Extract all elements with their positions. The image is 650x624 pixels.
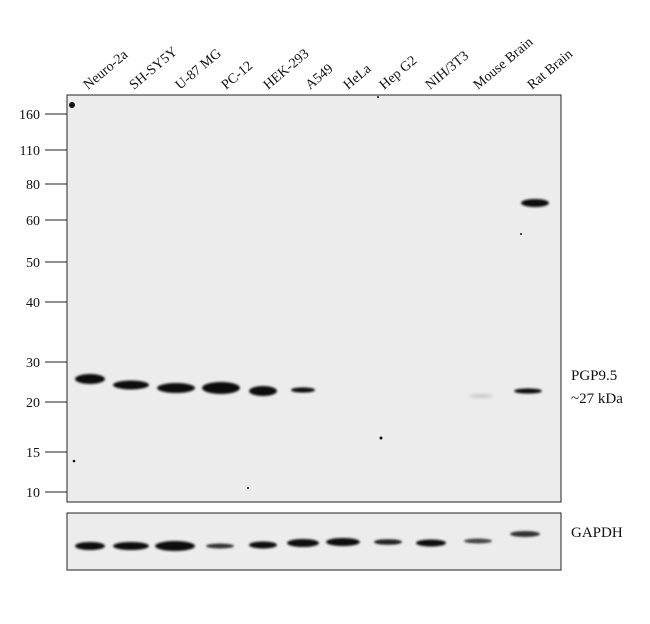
membrane-specks [69,96,522,489]
gapdh-band-mouse-brain [464,538,492,544]
gapdh-band-hela [326,538,360,546]
gapdh-band-hep-g2 [374,539,402,545]
lane-label-hep-g2: Hep G2 [377,53,420,93]
lane-labels: Neuro-2a SH-SY5Y U-87 MG PC-12 HEK-293 A… [81,35,576,93]
marker-label-160: 160 [19,108,40,123]
marker-label-80: 80 [26,178,40,193]
band-u-87-mg [157,383,195,393]
band-mouse-brain [469,394,493,398]
molecular-weight-markers: 160 110 80 60 50 40 30 20 15 10 [19,108,67,501]
lane-label-pc-12: PC-12 [219,59,256,94]
lane-label-rat-brain: Rat Brain [525,47,576,93]
lane-label-neuro-2a: Neuro-2a [81,47,132,93]
target-size-label: ~27 kDa [571,391,623,407]
lane-label-a549: A549 [303,62,336,93]
marker-label-50: 50 [26,256,40,271]
gapdh-band-a549 [287,539,319,547]
marker-label-40: 40 [26,296,40,311]
band-hek-293 [249,386,277,396]
band-a549 [291,387,315,393]
band-sh-sy5y [113,380,149,390]
lane-label-nih-3t3: NIH/3T3 [423,49,472,93]
marker-label-30: 30 [26,356,40,371]
band-neuro-2a [75,374,105,384]
speck [69,102,75,108]
marker-label-15: 15 [26,446,40,461]
gapdh-band-rat-brain [510,531,540,537]
speck [377,96,379,98]
gapdh-band-u-87-mg [155,541,195,551]
band-rat-brain-high [521,199,549,207]
gapdh-band-hek-293 [249,541,277,549]
marker-label-110: 110 [20,144,40,159]
gapdh-bands [75,531,540,551]
main-blot-membrane [66,94,562,503]
lane-label-u-87-mg: U-87 MG [173,46,225,93]
marker-label-20: 20 [26,396,40,411]
lane-label-hek-293: HEK-293 [261,47,312,93]
target-protein-label: PGP9.5 [571,368,617,384]
pgp95-bands [75,199,549,398]
gapdh-band-nih-3t3 [416,539,446,547]
speck [379,436,383,440]
marker-label-60: 60 [26,214,40,229]
gapdh-band-pc-12 [206,543,234,549]
band-pc-12 [202,382,240,394]
gapdh-band-neuro-2a [75,542,105,550]
marker-label-10: 10 [26,486,40,501]
band-rat-brain [514,388,542,394]
speck [247,487,249,489]
gapdh-band-sh-sy5y [113,542,149,550]
speck [520,233,522,235]
lane-label-sh-sy5y: SH-SY5Y [127,45,181,94]
loading-control-label: GAPDH [571,525,623,541]
lane-label-hela: HeLa [341,61,375,93]
speck [72,459,76,463]
